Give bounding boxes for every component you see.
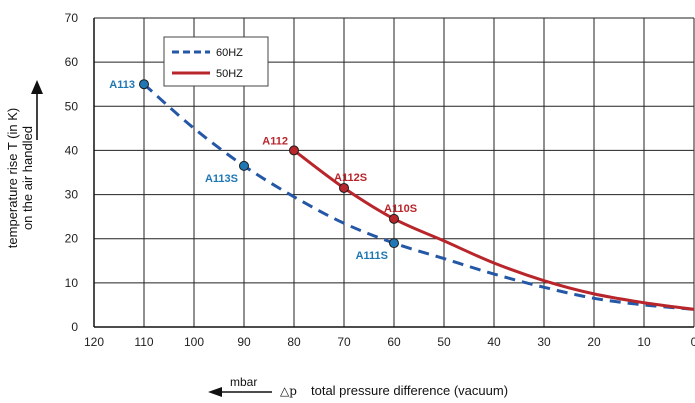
y-axis-arrow bbox=[31, 80, 43, 140]
x-tick-label: 20 bbox=[587, 335, 601, 349]
x-tick-label: 0 bbox=[691, 335, 695, 349]
y-tick-labels: 0 10 20 30 40 50 60 70 bbox=[65, 11, 79, 334]
point-a110s bbox=[389, 213, 399, 224]
x-tick-label: 90 bbox=[237, 335, 251, 349]
x-tick-labels: 120 110 100 90 80 70 60 50 40 30 20 10 0 bbox=[84, 335, 695, 349]
point-a113s bbox=[239, 160, 249, 171]
point-label-a112: A112 bbox=[262, 135, 288, 147]
x-tick-label: 60 bbox=[387, 335, 401, 349]
series-line-60hz bbox=[143, 83, 695, 311]
x-axis-title: mbar △p total pressure difference (vacuu… bbox=[208, 375, 508, 398]
x-tick-label: 110 bbox=[134, 335, 153, 349]
y-tick-label: 0 bbox=[71, 320, 78, 334]
point-a112 bbox=[289, 145, 299, 156]
x-tick-label: 70 bbox=[337, 335, 351, 349]
x-tick-label: 120 bbox=[84, 335, 104, 349]
point-a113 bbox=[139, 79, 149, 90]
y-axis-title: temperature rise T (in K) on the air han… bbox=[5, 108, 35, 248]
series-layer bbox=[143, 83, 695, 311]
y-axis-title-line1: temperature rise T (in K) bbox=[5, 108, 20, 248]
x-axis-symbol: △p bbox=[280, 384, 297, 398]
y-tick-label: 70 bbox=[65, 11, 79, 25]
point-a111s bbox=[389, 238, 399, 249]
point-label-a113s: A113S bbox=[205, 173, 238, 185]
x-tick-label: 80 bbox=[287, 335, 301, 349]
x-axis-unit: mbar bbox=[230, 375, 257, 389]
y-tick-label: 20 bbox=[65, 232, 79, 246]
x-tick-label: 30 bbox=[537, 335, 551, 349]
x-axis-arrow-head bbox=[208, 387, 222, 397]
x-tick-label: 50 bbox=[437, 335, 451, 349]
legend-label-60hz: 60HZ bbox=[216, 47, 243, 59]
y-tick-label: 50 bbox=[65, 99, 79, 113]
point-label-a110s: A110S bbox=[384, 203, 417, 215]
annotation-points: A113 A113S A111S A112 A112S A110S bbox=[109, 79, 417, 262]
legend-box bbox=[163, 36, 269, 87]
y-tick-label: 60 bbox=[65, 55, 79, 69]
legend-label-50hz: 50HZ bbox=[216, 68, 243, 80]
y-tick-label: 30 bbox=[65, 188, 79, 202]
legend: 60HZ 50HZ bbox=[163, 36, 269, 87]
point-label-a111s: A111S bbox=[356, 250, 388, 262]
point-label-a113: A113 bbox=[109, 79, 135, 91]
series-line-50hz bbox=[293, 149, 695, 311]
point-label-a112s: A112S bbox=[334, 172, 367, 184]
x-tick-label: 100 bbox=[184, 335, 204, 349]
y-tick-label: 40 bbox=[65, 143, 79, 157]
x-tick-label: 40 bbox=[487, 335, 501, 349]
y-axis-title-line2: on the air handled bbox=[20, 126, 35, 230]
point-a112s bbox=[339, 182, 349, 193]
x-axis-label: total pressure difference (vacuum) bbox=[311, 383, 508, 398]
x-tick-label: 10 bbox=[637, 335, 651, 349]
y-tick-label: 10 bbox=[65, 276, 79, 290]
